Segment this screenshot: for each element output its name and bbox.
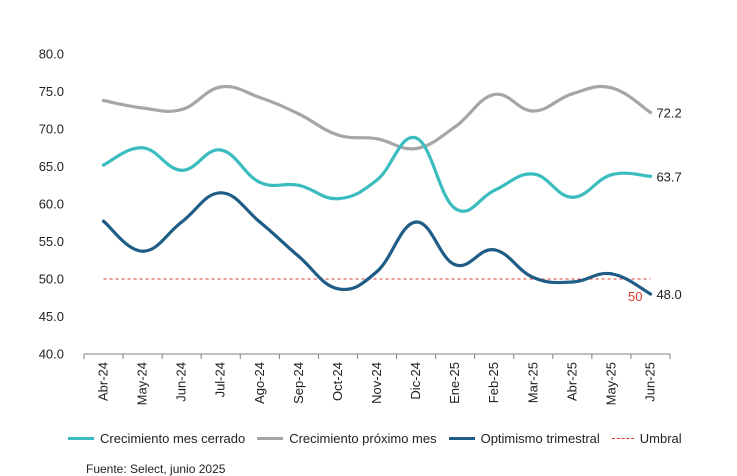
y-tick-label: 75.0 [39,84,64,99]
data-point-crecimiento-mes-cerrado [297,183,301,187]
x-tick-label: Abr-24 [96,362,111,401]
data-point-optimismo-trimestral [336,287,340,291]
data-point-crecimiento-mes-cerrado [648,174,653,178]
data-point-optimismo-trimestral [492,248,496,252]
data-point-crecimiento-proximo-mes [648,110,653,115]
data-point-crecimiento-mes-cerrado [570,195,574,199]
x-tick-label: Mar-25 [525,362,540,403]
data-point-optimismo-trimestral [453,263,457,267]
data-point-crecimiento-proximo-mes [609,86,614,90]
x-tick-label: Dic-24 [408,362,423,400]
source-note: Fuente: Select, junio 2025 [86,462,226,476]
data-point-crecimiento-mes-cerrado [375,178,379,182]
end-value-label: 48.0 [656,287,681,302]
x-tick-label: Jun-25 [642,362,657,402]
x-tick-label: Abr-25 [564,362,579,401]
y-tick-label: 50.0 [39,272,64,287]
data-point-crecimiento-proximo-mes [531,109,535,113]
data-point-crecimiento-proximo-mes [219,85,223,89]
x-tick-label: Oct-24 [330,362,345,401]
data-point-crecimiento-proximo-mes [258,95,262,100]
data-point-crecimiento-proximo-mes [570,92,574,96]
data-point-crecimiento-mes-cerrado [609,173,614,177]
legend-label: Crecimiento mes cerrado [100,431,246,446]
legend-label: Umbral [639,431,682,446]
data-point-crecimiento-proximo-mes [141,106,145,110]
data-point-optimismo-trimestral [101,219,106,223]
data-point-crecimiento-mes-cerrado [180,168,184,172]
legend-item-crecimiento-proximo-mes: Crecimiento próximo mes [257,431,437,446]
x-tick-label: Ago-24 [252,362,267,404]
data-point-optimismo-trimestral [297,254,301,259]
data-point-crecimiento-mes-cerrado [336,197,340,201]
end-value-label: 63.7 [656,169,681,184]
x-tick-label: May-24 [135,362,150,405]
x-tick-label: Nov-24 [369,362,384,404]
data-point-optimismo-trimestral [258,220,262,224]
data-point-crecimiento-proximo-mes [375,137,379,141]
data-point-optimismo-trimestral [531,275,535,280]
data-point-crecimiento-mes-cerrado [531,172,535,176]
data-point-crecimiento-proximo-mes [297,112,301,116]
legend-item-umbral: Umbral [611,431,682,446]
y-tick-label: 70.0 [39,122,64,137]
data-point-optimismo-trimestral [141,249,145,253]
legend-label: Optimismo trimestral [480,431,600,446]
data-point-crecimiento-mes-cerrado [492,188,496,193]
legend-swatch-crecimiento-proximo-mes [257,437,284,440]
legend-swatch-optimismo-trimestral [448,437,475,440]
y-tick-label: 65.0 [39,159,64,174]
legend-label: Crecimiento próximo mes [289,431,437,446]
data-point-crecimiento-proximo-mes [101,98,106,103]
legend-item-optimismo-trimestral: Optimismo trimestral [448,431,600,446]
data-point-crecimiento-mes-cerrado [101,163,106,167]
data-point-crecimiento-proximo-mes [414,146,418,151]
line-chart: 40.0 45.0 50.0 55.0 60.0 65.0 70.0 75.0 80.0 Abr-… [39,47,682,406]
y-tick-label: 55.0 [39,234,64,249]
data-point-crecimiento-proximo-mes [180,107,184,112]
legend-swatch-crecimiento-mes-cerrado [68,437,94,440]
data-point-crecimiento-mes-cerrado [219,148,223,152]
data-point-optimismo-trimestral [180,220,184,224]
x-tick-label: Sep-24 [291,362,306,404]
y-tick-label: 60.0 [39,197,64,212]
data-point-optimismo-trimestral [414,220,418,224]
legend-swatch-umbral [611,438,634,439]
x-tick-label: Ene-25 [447,362,462,404]
data-point-optimismo-trimestral [219,191,223,195]
data-point-crecimiento-proximo-mes [453,125,457,129]
data-point-crecimiento-mes-cerrado [258,180,262,184]
data-point-crecimiento-mes-cerrado [453,206,457,211]
data-point-crecimiento-proximo-mes [492,92,496,97]
end-value-label: 72.2 [656,106,681,121]
y-tick-label: 40.0 [39,347,64,362]
data-point-crecimiento-proximo-mes [336,133,340,137]
legend: Crecimiento mes cerrado Crecimiento próx… [68,431,682,446]
series-line-crecimiento-mes-cerrado [101,135,653,213]
data-point-crecimiento-mes-cerrado [141,146,145,150]
threshold-label: 50 [628,289,642,304]
x-tick-label: Jul-24 [213,362,228,397]
x-tick-label: Feb-25 [486,362,501,403]
data-point-optimismo-trimestral [375,269,379,274]
data-point-optimismo-trimestral [609,272,614,276]
x-tick-label: Jun-24 [174,362,189,402]
data-point-optimismo-trimestral [648,292,653,296]
data-point-crecimiento-mes-cerrado [414,136,418,140]
x-tick-label: May-25 [603,362,618,405]
legend-item-crecimiento-mes-cerrado: Crecimiento mes cerrado [68,431,245,446]
y-tick-label: 45.0 [39,309,64,324]
data-point-optimismo-trimestral [570,280,574,284]
y-tick-label: 80.0 [39,47,64,62]
